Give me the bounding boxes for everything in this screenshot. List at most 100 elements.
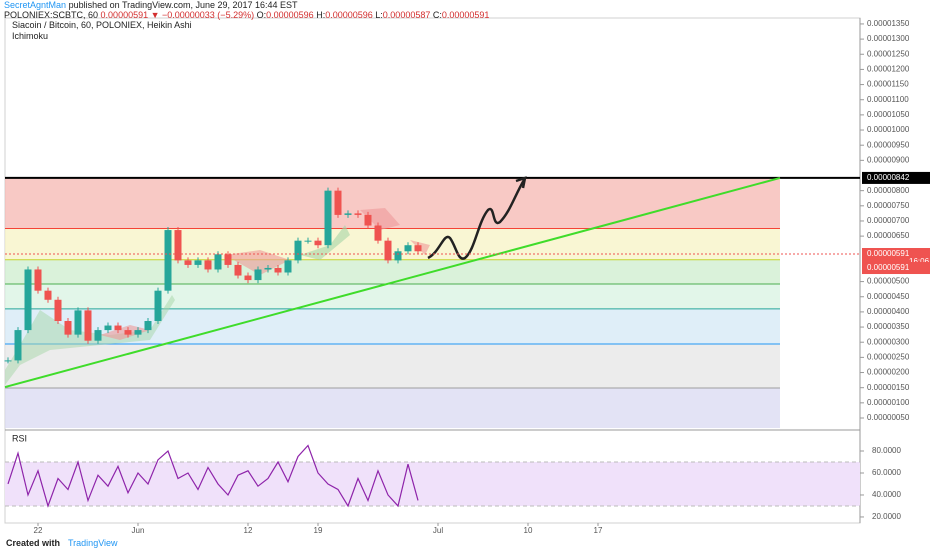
- candle: [204, 260, 212, 270]
- y-tick-label: 0.00000500: [867, 277, 910, 286]
- ohlc-value: 0.00000591: [441, 10, 490, 20]
- ichimoku-cloud: [100, 208, 430, 340]
- y-tick-label: 0.00001350: [867, 19, 910, 28]
- candle: [294, 240, 302, 261]
- candle: [374, 225, 382, 241]
- fib-band: [5, 228, 780, 260]
- candle: [184, 260, 192, 265]
- candle: [4, 360, 12, 362]
- candle: [214, 254, 222, 270]
- y-tick-label: 0.00000450: [867, 292, 910, 301]
- x-tick-label: 19: [314, 526, 323, 535]
- candle: [344, 213, 352, 215]
- header: SecretAgntMan published on TradingView.c…: [4, 0, 489, 20]
- ohlc-value: 0.00000587: [382, 10, 431, 20]
- candle: [394, 251, 402, 261]
- y-tick-label: 0.00001300: [867, 34, 910, 43]
- candle: [274, 267, 282, 273]
- y-tick-label: 0.00000200: [867, 368, 910, 377]
- candle: [44, 290, 52, 300]
- rsi-title: RSI: [12, 433, 27, 443]
- y-tick-label: 0.00001150: [867, 80, 909, 89]
- close-box: [862, 262, 930, 275]
- brand[interactable]: TradingView: [68, 538, 118, 548]
- candle: [234, 264, 242, 276]
- drawn-arrow: [427, 179, 526, 260]
- ohlc-label: C:: [432, 10, 442, 20]
- candle: [24, 269, 32, 331]
- y-tick-label: 0.00000100: [867, 398, 910, 407]
- ohlc: O:0.00000596 H:0.00000596 L:0.00000587 C…: [257, 10, 490, 20]
- candle: [354, 213, 362, 215]
- created: Created with: [6, 538, 61, 548]
- candle: [34, 269, 42, 291]
- marks-group: [4, 176, 781, 389]
- y-tick-label: 60.0000: [872, 468, 901, 477]
- candle: [224, 254, 232, 265]
- high-label-box: [862, 171, 930, 184]
- ohlc-value: 0.00000596: [325, 10, 373, 20]
- x-tick-label: 17: [594, 526, 603, 535]
- candle: [264, 267, 272, 270]
- y-tick-label: 40.0000: [872, 490, 901, 499]
- x-tick-label: Jun: [132, 526, 145, 535]
- indicator: Ichimoku: [12, 31, 49, 41]
- candle: [244, 275, 252, 281]
- candle: [194, 260, 202, 265]
- candle: [164, 230, 172, 291]
- last-price-label: 0.00000591: [867, 249, 910, 258]
- y-tick-label: 0.00000650: [867, 231, 910, 240]
- candle: [64, 320, 72, 335]
- y-tick-label: 0.00001250: [867, 49, 910, 58]
- x-tick-label: 12: [244, 526, 253, 535]
- fib-band: [5, 259, 780, 285]
- fib-band: [5, 284, 780, 309]
- ohlc-value: 0.00000596: [266, 10, 314, 20]
- candle: [54, 299, 62, 321]
- published: published on TradingView.com, June 29, 2…: [68, 0, 298, 10]
- candle: [144, 320, 152, 331]
- candle: [284, 260, 292, 273]
- author[interactable]: SecretAgntMan: [4, 0, 67, 10]
- candle: [314, 240, 322, 246]
- y-tick-label: 0.00000950: [867, 140, 910, 149]
- candle: [304, 240, 312, 242]
- close-label: 0.00000591: [867, 263, 910, 272]
- y-tick-label: 0.00000800: [867, 186, 910, 195]
- y-tick-label: 0.00001000: [867, 125, 910, 134]
- ohlc-label: H:: [316, 10, 326, 20]
- y-tick-label: 0.00000750: [867, 201, 910, 210]
- candle: [334, 190, 342, 215]
- candle: [154, 290, 162, 321]
- candle: [404, 245, 412, 252]
- footer: Created with TradingView: [6, 538, 118, 548]
- chart-legend: Siacoin / Bitcoin, 60, POLONIEX, Heikin …: [12, 20, 192, 42]
- change: 0.00000591 ▼ −0.00000033 (−5.29%): [100, 10, 255, 20]
- y-tick-label: 0.00001100: [867, 95, 909, 104]
- symbol: POLONIEX:SCBTC, 60: [4, 10, 99, 20]
- rsi-line: [7, 444, 419, 508]
- y-tick-label: 80.0000: [872, 446, 901, 455]
- candle: [74, 310, 82, 335]
- candle: [384, 240, 392, 261]
- y-tick-label: 0.00000700: [867, 216, 910, 225]
- y-tick-label: 0.00000050: [867, 413, 910, 422]
- y-tick-label: 0.00000300: [867, 337, 910, 346]
- candle: [114, 325, 122, 331]
- y-tick-label: 0.00001050: [867, 110, 910, 119]
- y-tick-label: 0.00001200: [867, 65, 910, 74]
- fib-group: [5, 176, 860, 428]
- y-tick-label: 0.00000350: [867, 322, 910, 331]
- candle: [364, 214, 372, 226]
- y-tick-label: 0.00000150: [867, 383, 910, 392]
- header-line: SecretAgntMan published on TradingView.c…: [4, 0, 489, 10]
- candle: [104, 325, 112, 331]
- candle: [94, 330, 102, 341]
- candle: [84, 310, 92, 341]
- candle: [324, 190, 332, 246]
- x-tick-label: 22: [34, 526, 43, 535]
- x-tick-label: 10: [524, 526, 533, 535]
- y-tick-label: 0.00000900: [867, 155, 910, 164]
